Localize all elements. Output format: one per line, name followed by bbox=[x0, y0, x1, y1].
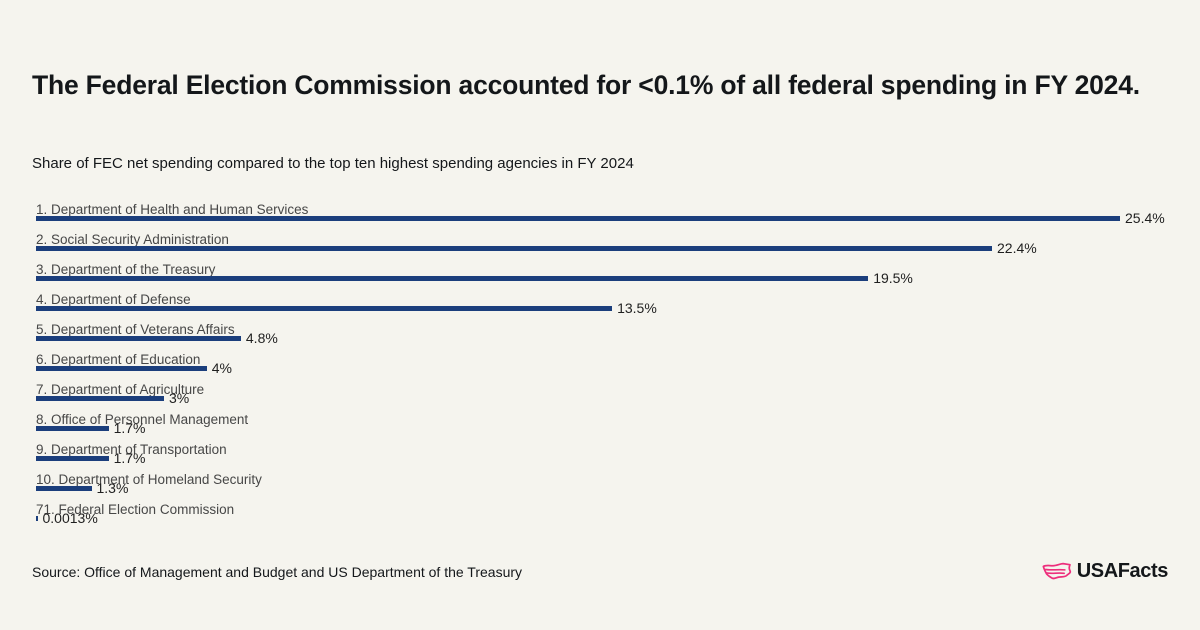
bar-label: 71. Federal Election Commission bbox=[36, 502, 235, 517]
bar-label: 3. Department of the Treasury bbox=[36, 262, 216, 277]
bar bbox=[36, 486, 92, 491]
bar-row: 71. Federal Election Commission 0.0013% bbox=[36, 502, 1186, 532]
bar-value: 1.7% bbox=[113, 450, 146, 466]
bar-value: 1.3% bbox=[96, 480, 129, 496]
bar bbox=[36, 366, 207, 371]
bar-row: 7. Department of Agriculture 3% bbox=[36, 382, 1186, 412]
bar-value: 3% bbox=[169, 390, 190, 406]
bar-value: 0.0013% bbox=[42, 510, 98, 526]
bar bbox=[36, 246, 992, 251]
bar bbox=[36, 216, 1120, 221]
bar-chart: 1. Department of Health and Human Servic… bbox=[36, 202, 1186, 534]
chart-subtitle: Share of FEC net spending compared to th… bbox=[32, 155, 634, 172]
usafacts-logo: USAFacts bbox=[1042, 559, 1168, 583]
bar bbox=[36, 426, 109, 431]
bar-row: 2. Social Security Administration 22.4% bbox=[36, 232, 1186, 262]
source-note: Source: Office of Management and Budget … bbox=[32, 564, 523, 580]
bar-value: 22.4% bbox=[997, 240, 1037, 256]
bar bbox=[36, 456, 109, 461]
bar-label: 6. Department of Education bbox=[36, 352, 201, 367]
bar-label: 7. Department of Agriculture bbox=[36, 382, 205, 397]
bar-value: 25.4% bbox=[1125, 210, 1165, 226]
bar bbox=[36, 276, 869, 281]
bar-value: 4% bbox=[211, 360, 232, 376]
bar-row: 9. Department of Transportation 1.7% bbox=[36, 442, 1186, 472]
bar-label: 2. Social Security Administration bbox=[36, 232, 229, 247]
bar-row: 8. Office of Personnel Management 1.7% bbox=[36, 412, 1186, 442]
bar bbox=[36, 336, 241, 341]
bar-label: 9. Department of Transportation bbox=[36, 442, 227, 457]
bar bbox=[36, 306, 613, 311]
bar-row: 10. Department of Homeland Security 1.3% bbox=[36, 472, 1186, 502]
bar bbox=[36, 516, 38, 521]
bar-label: 8. Office of Personnel Management bbox=[36, 412, 249, 427]
bar-value: 13.5% bbox=[617, 300, 657, 316]
bar-label: 4. Department of Defense bbox=[36, 292, 191, 307]
bar-value: 19.5% bbox=[873, 270, 913, 286]
bar-value: 4.8% bbox=[245, 330, 278, 346]
usa-map-icon bbox=[1042, 561, 1072, 582]
bar-row: 4. Department of Defense 13.5% bbox=[36, 292, 1186, 322]
bar-row: 6. Department of Education 4% bbox=[36, 352, 1186, 382]
bar bbox=[36, 396, 164, 401]
brand-wordmark: USAFacts bbox=[1076, 560, 1169, 582]
bar-row: 1. Department of Health and Human Servic… bbox=[36, 202, 1186, 232]
bar-label: 10. Department of Homeland Security bbox=[36, 472, 262, 487]
bar-row: 3. Department of the Treasury 19.5% bbox=[36, 262, 1186, 292]
bar-label: 1. Department of Health and Human Servic… bbox=[36, 202, 309, 217]
bar-value: 1.7% bbox=[113, 420, 146, 436]
bar-row: 5. Department of Veterans Affairs 4.8% bbox=[36, 322, 1186, 352]
bar-label: 5. Department of Veterans Affairs bbox=[36, 322, 235, 337]
page-title: The Federal Election Commission accounte… bbox=[32, 69, 1140, 100]
